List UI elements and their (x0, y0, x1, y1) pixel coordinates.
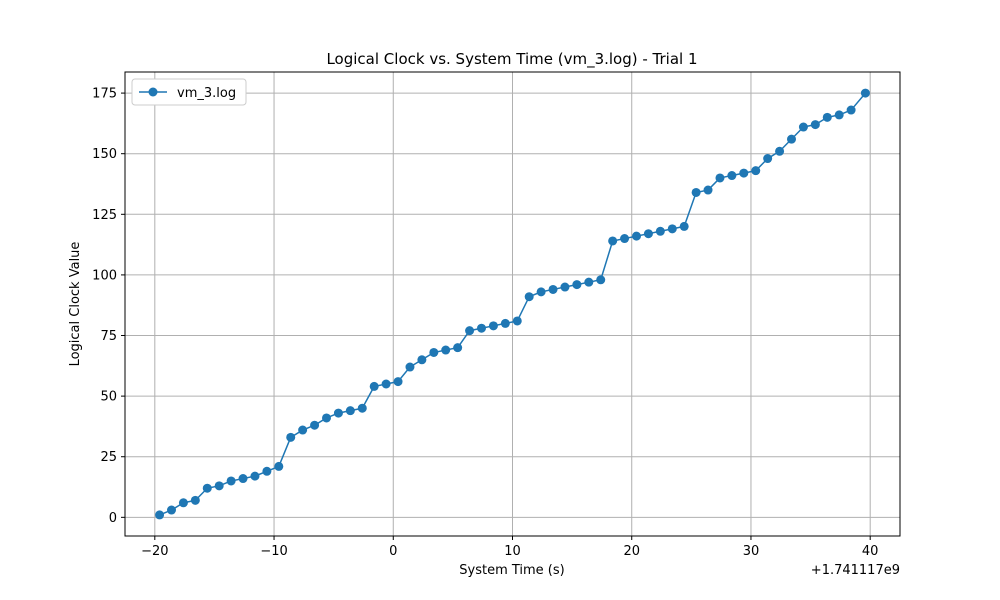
data-point (572, 280, 582, 290)
y-axis-ticks: 0 25 50 75 100 125 150 175 (92, 87, 125, 526)
data-point (763, 154, 773, 164)
data-point (214, 481, 224, 491)
y-tick-label: 175 (92, 87, 117, 102)
data-point (238, 474, 248, 484)
data-point (536, 287, 546, 297)
x-tick-label: 40 (862, 544, 879, 559)
legend: vm_3.log (131, 78, 247, 106)
data-point (381, 379, 391, 389)
data-point (441, 345, 451, 355)
x-tick-label: 10 (504, 544, 521, 559)
data-point (453, 343, 463, 353)
data-point (429, 347, 439, 357)
data-point (715, 173, 725, 183)
legend-label: vm_3.log (177, 86, 236, 101)
data-point (178, 498, 188, 508)
x-tick-label: 0 (389, 544, 397, 559)
y-tick-label: 50 (100, 390, 117, 405)
data-point (524, 292, 534, 302)
data-point (703, 185, 713, 195)
data-point (643, 229, 653, 239)
data-point (846, 105, 856, 115)
legend-box (131, 78, 247, 106)
y-tick-label: 100 (92, 268, 117, 283)
data-point (333, 408, 343, 418)
data-point (190, 495, 200, 505)
data-point (822, 112, 832, 122)
data-point (298, 425, 308, 435)
data-point (274, 461, 284, 471)
data-point (667, 224, 677, 234)
data-point (345, 406, 355, 416)
data-point (596, 275, 606, 285)
x-offset-label: +1.741117e9 (811, 563, 900, 578)
chart-title: Logical Clock vs. System Time (vm_3.log)… (326, 50, 697, 69)
data-point (500, 318, 510, 328)
data-point (226, 476, 236, 486)
data-point (477, 323, 486, 333)
data-point (608, 236, 618, 246)
grid-lines (125, 72, 900, 536)
data-point (488, 321, 498, 331)
y-tick-label: 25 (100, 450, 117, 465)
legend-marker-swatch (148, 87, 158, 97)
x-tick-label: −20 (141, 544, 168, 559)
data-point (584, 277, 594, 287)
data-point (512, 316, 522, 326)
data-point (250, 471, 260, 481)
data-point (691, 187, 701, 197)
data-point (560, 282, 570, 292)
data-point (739, 168, 749, 178)
y-axis-label: Logical Clock Value (68, 242, 83, 367)
data-point (775, 146, 785, 156)
y-tick-label: 0 (109, 511, 117, 526)
data-point (310, 420, 320, 430)
series-layer (155, 88, 870, 520)
x-tick-label: −10 (260, 544, 287, 559)
data-point (679, 221, 689, 231)
data-point (632, 231, 641, 241)
y-tick-label: 125 (92, 208, 117, 223)
data-point (620, 234, 630, 244)
data-point (167, 505, 176, 515)
data-point (155, 510, 165, 520)
y-tick-label: 75 (100, 329, 117, 344)
data-point (465, 326, 475, 336)
data-point (548, 284, 558, 294)
data-point (369, 381, 379, 391)
data-point (655, 226, 665, 236)
data-point (810, 120, 820, 130)
data-point (727, 171, 737, 181)
data-point (322, 413, 331, 423)
x-axis-label: System Time (s) (459, 563, 564, 578)
data-point (798, 122, 808, 132)
data-point (202, 483, 212, 493)
data-point (357, 403, 367, 413)
data-point (393, 377, 403, 387)
data-point (860, 88, 870, 98)
x-tick-label: 30 (743, 544, 760, 559)
data-point (262, 466, 272, 476)
data-point (787, 134, 796, 144)
data-point (751, 166, 761, 176)
data-point (834, 110, 844, 120)
y-tick-label: 150 (92, 147, 117, 162)
data-point (405, 362, 415, 372)
x-axis-ticks: −20 −10 0 10 20 30 40 (141, 536, 878, 559)
data-point (417, 355, 427, 365)
data-point (286, 432, 296, 442)
x-tick-label: 20 (623, 544, 640, 559)
